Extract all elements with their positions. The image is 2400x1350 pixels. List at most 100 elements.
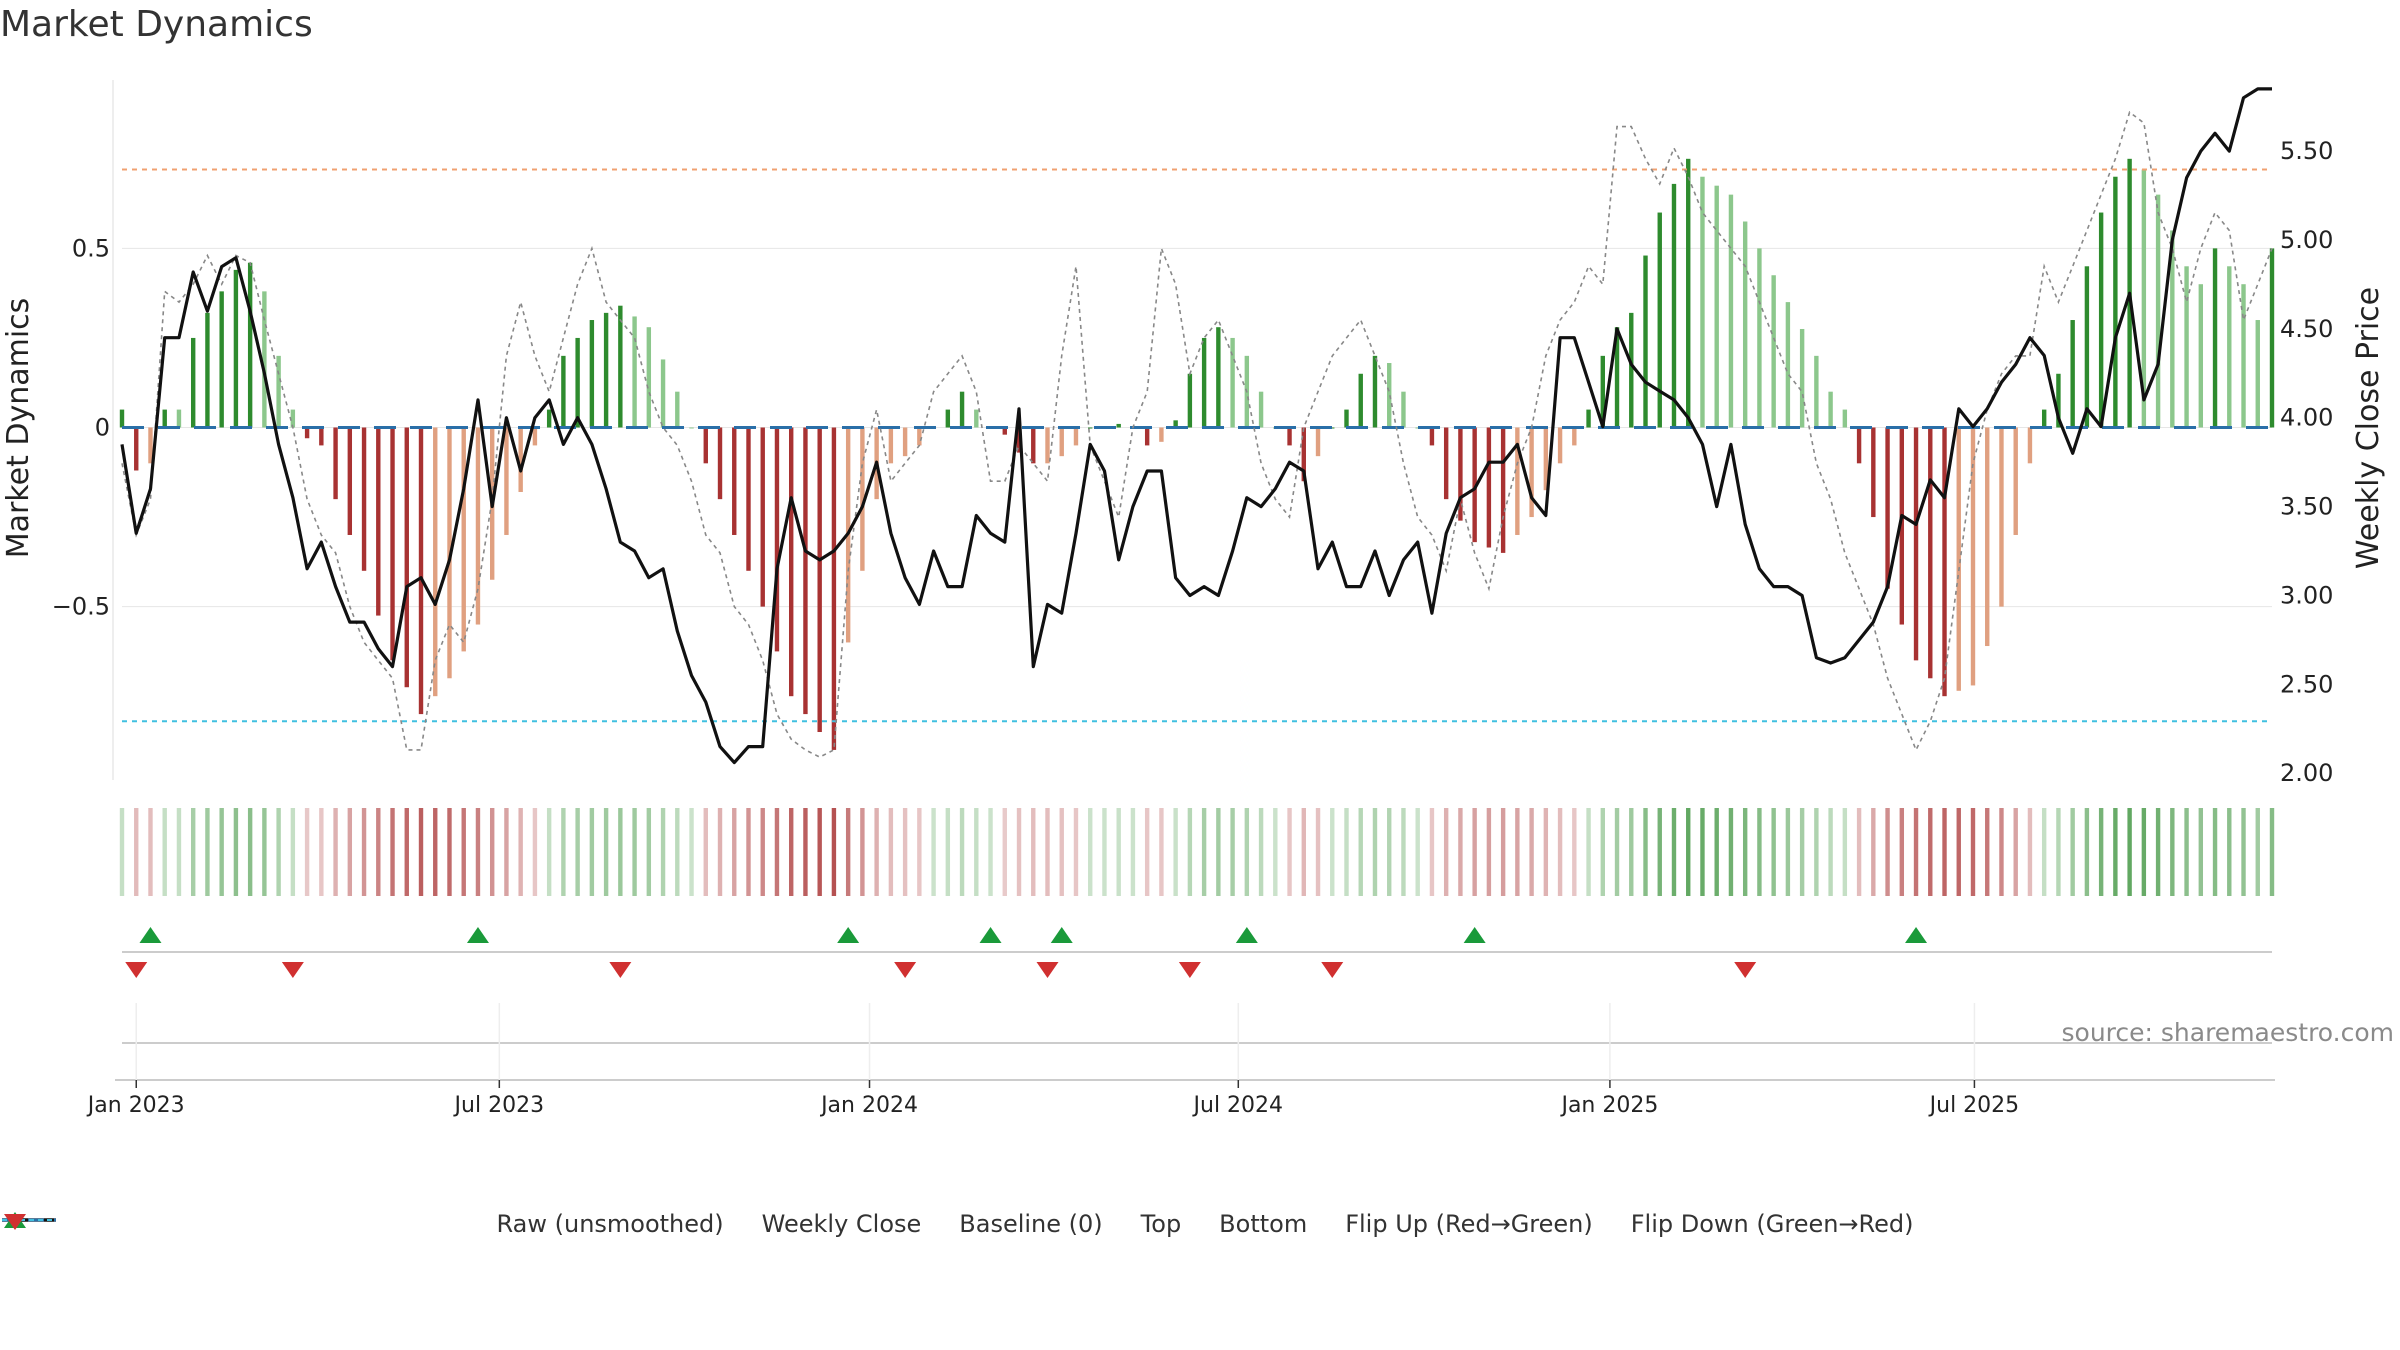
heat-strip-cell bbox=[1330, 808, 1335, 896]
heat-strip-cell bbox=[1130, 808, 1136, 896]
heat-strip-cell bbox=[376, 808, 381, 896]
dynamics-bar bbox=[2141, 169, 2147, 428]
heat-strip-cell bbox=[931, 808, 936, 896]
dynamics-bar bbox=[1144, 427, 1150, 446]
dynamics-bar bbox=[1671, 183, 1677, 428]
heat-strip-cell bbox=[646, 808, 652, 896]
heat-strip-cell bbox=[1728, 808, 1734, 896]
dynamics-bar bbox=[1529, 427, 1534, 518]
dynamics-bar bbox=[1913, 427, 1919, 661]
flip-up-marker bbox=[1463, 927, 1486, 943]
weekly-close-line bbox=[120, 87, 2272, 765]
axes: 0.5 0 −0.5 5.50 5.00 4.50 4.00 3.50 3.00 2.50 2.00… bbox=[1, 80, 2386, 787]
heat-strip-cell bbox=[1828, 808, 1833, 896]
dynamics-bar bbox=[1500, 427, 1506, 553]
dynamics-bar bbox=[1016, 427, 1022, 453]
heat-strip-cell bbox=[1899, 808, 1905, 896]
heat-strip-cell bbox=[1244, 808, 1250, 896]
heat-strip-cell bbox=[888, 808, 894, 896]
heat-strip-cell bbox=[475, 808, 481, 896]
flip-up-marker bbox=[1050, 927, 1073, 943]
heat-strip-cell bbox=[2127, 808, 2132, 896]
heat-strip-cell bbox=[2027, 808, 2033, 896]
dynamics-bar bbox=[205, 312, 210, 428]
dynamics-bar bbox=[2255, 320, 2260, 428]
heat-strip-cell bbox=[532, 808, 538, 896]
heat-strip-cell bbox=[1799, 808, 1805, 896]
heat-strip-cell bbox=[219, 808, 224, 896]
heat-strip-cell bbox=[390, 808, 395, 896]
heat-strip-cell bbox=[1045, 808, 1050, 896]
dynamics-bar bbox=[1372, 355, 1378, 428]
dynamics-bar bbox=[888, 427, 894, 464]
dynamics-bar bbox=[1315, 427, 1321, 457]
heat-strip-cell bbox=[233, 808, 239, 896]
dynamics-bar bbox=[1572, 427, 1577, 446]
dynamics-bar bbox=[418, 427, 424, 715]
dynamics-bar bbox=[1401, 391, 1406, 428]
dynamics-bar bbox=[1287, 427, 1292, 446]
grid-lines bbox=[122, 247, 2272, 608]
legend-label: Raw (unsmoothed) bbox=[496, 1210, 724, 1238]
heat-strip-cell bbox=[945, 808, 951, 896]
flip-markers bbox=[122, 927, 2272, 978]
legend-item-close: Weekly Close bbox=[2, 1210, 921, 1238]
heat-strip-cell bbox=[134, 808, 139, 896]
heat-strip-cell bbox=[2070, 808, 2075, 896]
x-axis: Jan 2023 Jul 2023 Jan 2024 Jul 2024 Jan 2025… bbox=[86, 1003, 2275, 1118]
heat-strip-cell bbox=[917, 808, 922, 896]
heat-strip-cell bbox=[1458, 808, 1463, 896]
heat-strip-cell bbox=[2184, 808, 2189, 896]
x-tick-label: Jan 2025 bbox=[1559, 1093, 1658, 1118]
heat-strip-cell bbox=[148, 808, 153, 896]
heat-strip-cell bbox=[774, 808, 780, 896]
dynamics-bar bbox=[2170, 230, 2175, 428]
heat-strip-cell bbox=[447, 808, 452, 896]
heat-strip-cell bbox=[1472, 808, 1477, 896]
heat-strip-cell bbox=[2227, 808, 2232, 896]
x-tick-label: Jan 2024 bbox=[819, 1093, 918, 1118]
dynamics-bar bbox=[603, 312, 609, 428]
flip-up-marker bbox=[1235, 927, 1258, 943]
heat-strip-cell bbox=[1657, 808, 1662, 896]
heat-strip-cell bbox=[433, 808, 438, 896]
dynamics-bar bbox=[2084, 266, 2090, 428]
heat-strip-cell bbox=[1714, 808, 1719, 896]
dynamics-bar bbox=[1714, 185, 1719, 428]
dynamics-bar bbox=[1429, 427, 1435, 446]
heat-strip-cell bbox=[1002, 808, 1007, 896]
right-tick-label: 3.50 bbox=[2280, 493, 2333, 521]
right-tick-label: 3.00 bbox=[2280, 581, 2333, 609]
dynamics-bar bbox=[219, 291, 224, 428]
dynamics-bar bbox=[660, 359, 666, 428]
dynamics-bar bbox=[233, 269, 239, 428]
dynamics-bar bbox=[404, 427, 409, 688]
dynamics-bar bbox=[1657, 212, 1662, 428]
heat-strip-cell bbox=[2198, 808, 2204, 896]
heat-strip-cell bbox=[247, 808, 253, 896]
heat-strip-cell bbox=[874, 808, 879, 896]
dynamics-bar bbox=[1073, 427, 1079, 446]
dynamics-bar bbox=[1159, 427, 1164, 442]
flip-down-marker bbox=[894, 962, 917, 978]
dynamics-bar bbox=[190, 337, 196, 428]
dynamics-bar bbox=[1088, 427, 1093, 429]
dynamics-bar bbox=[148, 427, 153, 464]
heat-strip-cell bbox=[618, 808, 623, 896]
heat-strip-cell bbox=[2241, 808, 2246, 896]
flip-down-marker bbox=[281, 962, 304, 978]
dynamics-bar bbox=[945, 409, 951, 428]
dynamics-bar bbox=[1856, 427, 1862, 464]
dynamics-bar bbox=[831, 427, 837, 750]
dynamics-bar bbox=[262, 291, 267, 428]
heat-strip-cell bbox=[1315, 808, 1321, 896]
dynamics-bar bbox=[1187, 373, 1193, 428]
dynamics-bar bbox=[1201, 337, 1207, 428]
heat-strip-cell bbox=[1557, 808, 1563, 896]
heat-strip-cell bbox=[1059, 808, 1064, 896]
legend-item-up: Flip Up (Red→Green) bbox=[4, 1210, 1593, 1238]
heat-strip-cell bbox=[1842, 808, 1848, 896]
right-axis-label: Weekly Close Price bbox=[2351, 287, 2386, 569]
heat-strip-cell bbox=[333, 808, 338, 896]
